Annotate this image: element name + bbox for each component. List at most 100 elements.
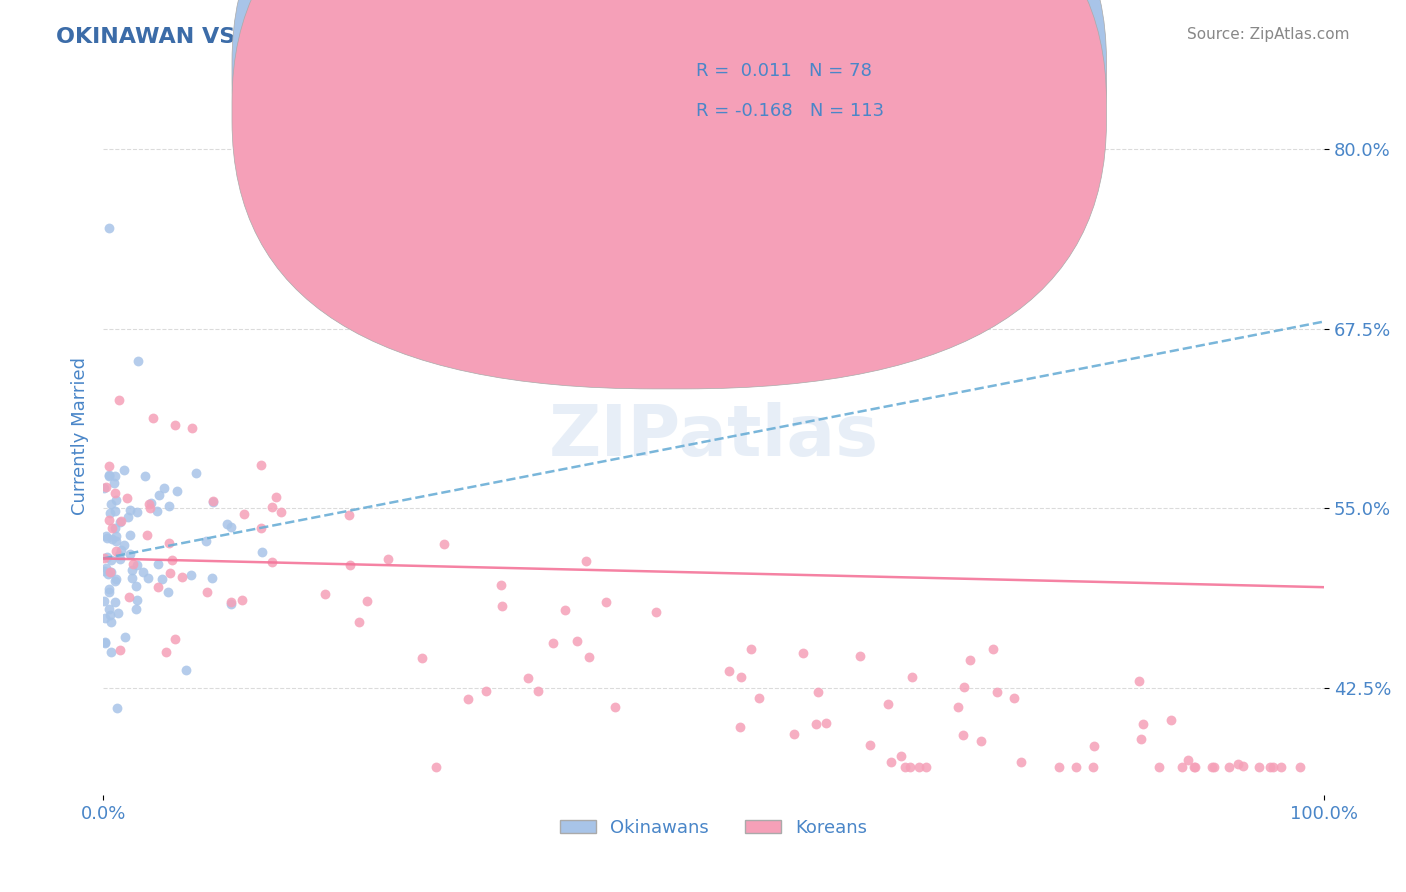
Point [156,585,179,599]
Point [97,601,120,615]
Point [554,603,576,617]
Point [1081,760,1104,774]
Point [575,554,598,568]
Point [425,760,447,774]
Point [134,469,156,483]
Point [219,519,242,533]
Text: OKINAWAN VS KOREAN CURRENTLY MARRIED CORRELATION CHART: OKINAWAN VS KOREAN CURRENTLY MARRIED COR… [56,27,894,46]
Point [159,566,181,581]
Point [1128,674,1150,689]
Point [110,515,132,529]
Point [260,555,283,569]
Point [264,490,287,504]
Point [105,492,128,507]
Point [108,549,131,563]
Point [578,649,600,664]
Point [1002,691,1025,706]
Point [127,354,149,368]
Point [100,566,122,580]
Point [125,579,148,593]
Point [807,685,830,699]
Point [981,642,1004,657]
Point [901,670,924,684]
Point [339,558,361,572]
Point [94,610,117,624]
Point [121,571,143,585]
Point [114,630,136,644]
Point [516,671,538,685]
Point [146,503,169,517]
Point [595,595,617,609]
Point [96,531,118,545]
Point [1247,760,1270,774]
Point [132,565,155,579]
Point [104,529,127,543]
Point [877,698,900,712]
Point [104,595,127,609]
Point [104,469,127,483]
Point [806,717,828,731]
Point [1218,760,1240,774]
Point [138,497,160,511]
Point [97,566,120,581]
Point [890,749,912,764]
Point [104,486,127,500]
Point [1201,760,1223,774]
Point [411,651,433,665]
Point [142,411,165,425]
Point [433,536,456,550]
Point [1232,759,1254,773]
Point [122,557,145,571]
Point [1047,760,1070,774]
Point [100,553,122,567]
Point [160,552,183,566]
Point [94,635,117,649]
Point [194,534,217,549]
Point [377,552,399,566]
Point [815,716,838,731]
Point [898,760,921,774]
Point [959,653,981,667]
Point [1083,739,1105,753]
Point [489,578,512,592]
Point [98,468,121,483]
Point [1202,760,1225,774]
Point [215,516,238,531]
Point [117,591,139,605]
Point [231,593,253,607]
Point [118,528,141,542]
Point [98,584,121,599]
Point [475,684,498,698]
Point [907,760,929,774]
Point [250,521,273,535]
Point [232,507,254,521]
Point [859,739,882,753]
Point [270,505,292,519]
Point [718,665,741,679]
Point [94,479,117,493]
Point [728,721,751,735]
Point [202,493,225,508]
Point [104,572,127,586]
Text: R = -0.168   N = 113: R = -0.168 N = 113 [696,103,884,120]
Point [337,508,360,522]
Point [1263,760,1285,774]
Point [879,755,901,769]
Point [98,513,121,527]
Point [730,670,752,684]
Point [163,632,186,647]
Point [93,593,115,607]
Point [125,602,148,616]
Point [195,584,218,599]
Point [100,566,122,580]
Point [107,393,129,408]
Point [491,599,513,614]
Point [100,615,122,629]
Point [97,582,120,596]
Point [347,615,370,630]
Point [100,497,122,511]
Point [100,608,122,623]
Point [101,521,124,535]
Point [1184,760,1206,774]
Point [1289,760,1312,774]
